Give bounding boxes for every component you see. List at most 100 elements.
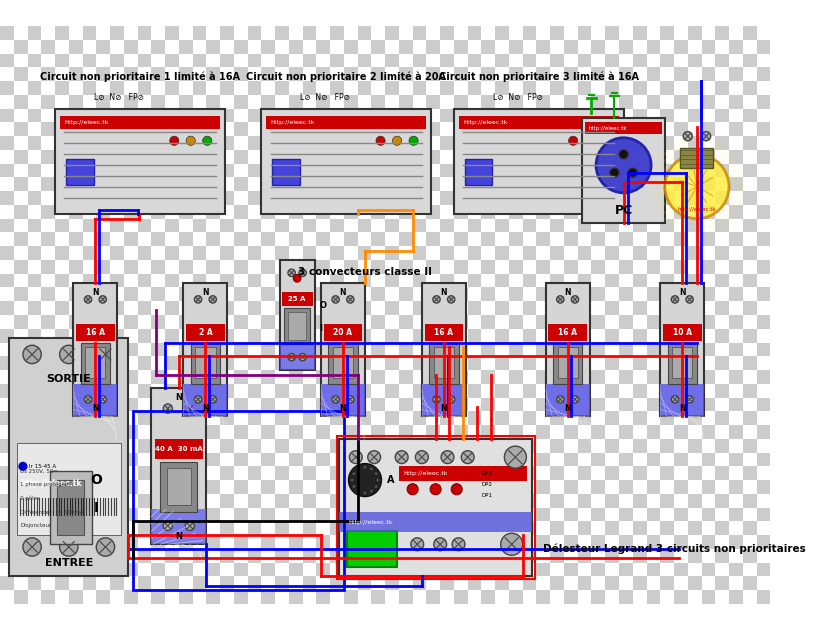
- Bar: [591, 329, 606, 343]
- Bar: [606, 54, 619, 67]
- Bar: [220, 398, 234, 411]
- Bar: [317, 301, 330, 315]
- Bar: [537, 273, 550, 287]
- Bar: [41, 219, 55, 232]
- Bar: [28, 246, 41, 260]
- Bar: [647, 576, 660, 590]
- Bar: [550, 205, 564, 219]
- Bar: [537, 219, 550, 232]
- Bar: [289, 370, 302, 384]
- Bar: [591, 343, 606, 357]
- Bar: [591, 232, 606, 246]
- Bar: [522, 411, 537, 425]
- Bar: [550, 508, 564, 522]
- Bar: [757, 576, 770, 590]
- Bar: [207, 535, 220, 549]
- Bar: [69, 122, 82, 136]
- Bar: [412, 590, 427, 604]
- Bar: [743, 343, 757, 357]
- Bar: [701, 150, 716, 164]
- Bar: [165, 150, 179, 164]
- Text: A: A: [387, 475, 395, 485]
- Bar: [660, 343, 674, 357]
- Circle shape: [60, 538, 78, 556]
- Bar: [97, 522, 110, 535]
- Bar: [28, 232, 41, 246]
- Bar: [330, 452, 344, 466]
- Bar: [564, 425, 578, 439]
- Bar: [0, 370, 13, 384]
- Bar: [412, 191, 427, 205]
- Bar: [220, 452, 234, 466]
- Bar: [41, 494, 55, 508]
- Bar: [344, 535, 358, 549]
- Bar: [468, 301, 481, 315]
- Bar: [427, 425, 440, 439]
- Bar: [41, 273, 55, 287]
- Bar: [440, 67, 454, 81]
- Text: ENTREE: ENTREE: [45, 558, 93, 568]
- Bar: [481, 54, 496, 67]
- Bar: [179, 54, 192, 67]
- Bar: [289, 26, 302, 40]
- Bar: [427, 329, 440, 343]
- Bar: [284, 307, 310, 345]
- Bar: [468, 508, 481, 522]
- Bar: [234, 494, 248, 508]
- Bar: [165, 260, 179, 273]
- Bar: [386, 411, 399, 425]
- Bar: [701, 508, 716, 522]
- Bar: [55, 164, 69, 178]
- Bar: [192, 301, 207, 315]
- Bar: [550, 246, 564, 260]
- Bar: [550, 260, 564, 273]
- Bar: [371, 357, 386, 370]
- FancyBboxPatch shape: [339, 439, 532, 576]
- Bar: [522, 40, 537, 54]
- Bar: [481, 301, 496, 315]
- Bar: [550, 136, 564, 150]
- Bar: [757, 67, 770, 81]
- Bar: [82, 535, 97, 549]
- Bar: [660, 108, 674, 122]
- Bar: [481, 357, 496, 370]
- Bar: [729, 535, 743, 549]
- Bar: [660, 219, 674, 232]
- Bar: [481, 122, 496, 136]
- Bar: [427, 232, 440, 246]
- Bar: [344, 425, 358, 439]
- Bar: [537, 466, 550, 480]
- Bar: [564, 40, 578, 54]
- Bar: [317, 425, 330, 439]
- Bar: [454, 260, 468, 273]
- Bar: [28, 411, 41, 425]
- Bar: [28, 549, 41, 563]
- Bar: [647, 452, 660, 466]
- Bar: [399, 81, 412, 95]
- Bar: [371, 508, 386, 522]
- FancyBboxPatch shape: [73, 283, 118, 416]
- Bar: [371, 439, 386, 452]
- Bar: [716, 150, 729, 164]
- Bar: [716, 273, 729, 287]
- Bar: [110, 466, 123, 480]
- Bar: [55, 494, 69, 508]
- Bar: [729, 315, 743, 329]
- Bar: [386, 535, 399, 549]
- Bar: [427, 95, 440, 108]
- Text: 3 convecteurs classe II: 3 convecteurs classe II: [298, 267, 432, 277]
- Bar: [757, 122, 770, 136]
- Bar: [165, 301, 179, 315]
- Bar: [371, 232, 386, 246]
- Bar: [123, 232, 138, 246]
- Bar: [207, 494, 220, 508]
- Bar: [179, 178, 192, 191]
- Bar: [317, 40, 330, 54]
- Bar: [123, 508, 138, 522]
- Bar: [110, 522, 123, 535]
- Bar: [41, 95, 55, 108]
- Circle shape: [416, 450, 428, 464]
- Bar: [323, 324, 362, 341]
- Bar: [13, 191, 28, 205]
- Bar: [123, 122, 138, 136]
